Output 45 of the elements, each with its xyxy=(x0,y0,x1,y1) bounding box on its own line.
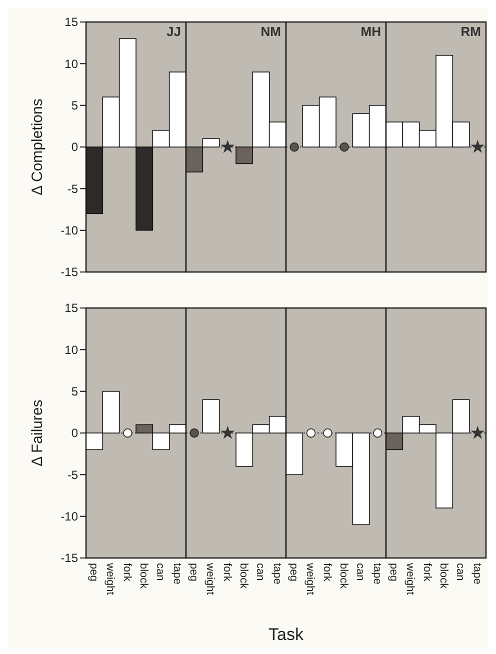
x-tick-label: can xyxy=(254,563,266,581)
x-tick-label: fork xyxy=(120,563,133,582)
x-tick-label: weight xyxy=(404,562,416,595)
x-tick-label: tape xyxy=(270,563,283,584)
y-tick-label: 5 xyxy=(71,384,78,399)
annotation: NM xyxy=(260,24,281,39)
x-tick-label: peg xyxy=(287,563,300,582)
annotation: JJ xyxy=(166,24,181,39)
x-tick-label: tape xyxy=(470,563,483,584)
y-tick-label: 15 xyxy=(64,15,78,30)
y-tick-label: -15 xyxy=(60,551,78,566)
x-tick-label: peg xyxy=(187,563,200,582)
x-tick-label: peg xyxy=(87,563,100,582)
x-tick-label: can xyxy=(154,563,166,581)
y-tick-label: 0 xyxy=(71,140,78,154)
y-tick-label: -15 xyxy=(60,265,78,280)
x-tick-label: block xyxy=(237,563,250,590)
x-axis-title: Task xyxy=(268,625,304,644)
y-tick-label: 10 xyxy=(64,56,78,71)
x-tick-label: weight xyxy=(204,562,216,595)
x-tick-label: block xyxy=(437,563,450,590)
x-tick-label: can xyxy=(354,563,366,581)
y-axis-title: Δ Failures xyxy=(29,400,46,466)
x-tick-label: fork xyxy=(420,563,433,582)
y-axis-title: Δ Completions xyxy=(29,98,46,196)
y-tick-label: -10 xyxy=(60,510,78,524)
x-tick-label: block xyxy=(337,563,350,590)
annotation: RM xyxy=(460,24,481,39)
y-tick-label: 15 xyxy=(64,301,78,316)
y-tick-label: -10 xyxy=(60,224,78,238)
y-tick-label: 5 xyxy=(71,98,78,113)
annotation: MH xyxy=(360,24,381,39)
y-tick-label: -5 xyxy=(67,182,78,196)
x-tick-label: block xyxy=(137,563,150,590)
y-tick-label: -5 xyxy=(67,468,78,482)
x-tick-label: tape xyxy=(370,563,383,584)
x-tick-label: fork xyxy=(320,563,333,582)
x-tick-label: fork xyxy=(220,563,233,582)
y-tick-label: 0 xyxy=(71,426,78,440)
x-tick-label: can xyxy=(454,563,466,581)
x-tick-label: weight xyxy=(104,562,116,595)
x-tick-label: tape xyxy=(170,563,183,584)
x-tick-label: weight xyxy=(304,562,316,595)
y-tick-label: 10 xyxy=(64,342,78,357)
x-tick-label: peg xyxy=(387,563,400,582)
